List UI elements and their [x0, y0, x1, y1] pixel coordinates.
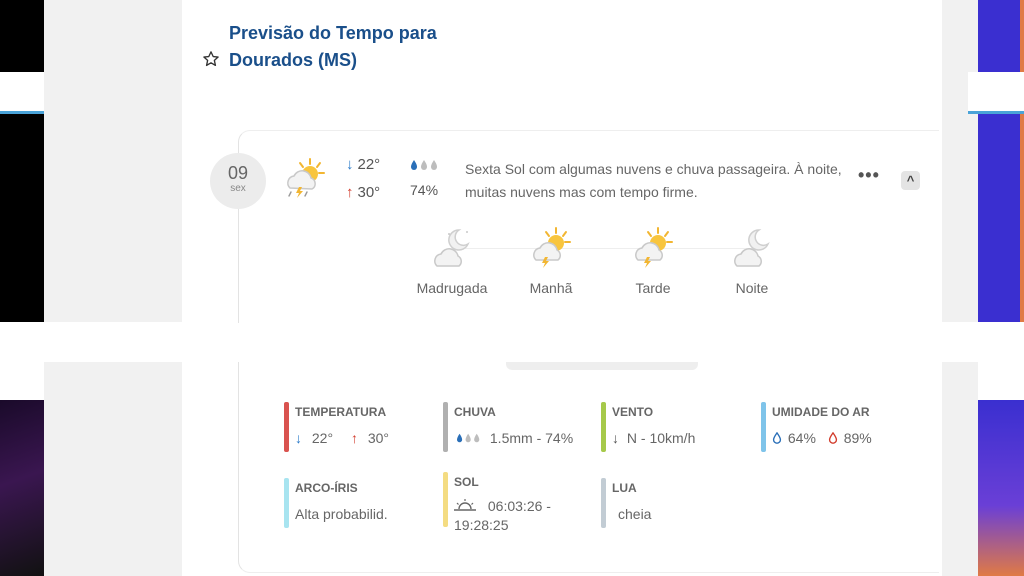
background-strip	[0, 0, 44, 72]
period-label: Tarde	[635, 280, 671, 296]
day-timeline	[238, 362, 939, 573]
arrow-up-icon: ↑	[346, 184, 354, 201]
forecast-card	[182, 0, 942, 322]
more-options-button[interactable]: •••	[858, 165, 880, 185]
arrow-down-icon: ↓	[346, 156, 354, 173]
moon-cloud-icon	[434, 229, 470, 267]
metric-label: ARCO-ÍRIS	[295, 481, 358, 495]
favorite-star-icon[interactable]	[202, 50, 220, 68]
humidity-drop-icon	[828, 431, 837, 444]
scroll-handle[interactable]	[506, 362, 698, 370]
metric-label: LUA	[612, 481, 637, 495]
collapse-button[interactable]: ^	[901, 171, 920, 190]
metric-color-bar	[443, 472, 448, 527]
rain-probability: 74%	[410, 182, 439, 198]
metric-rain-value: 1.5mm - 74%	[489, 430, 574, 446]
temperature-min: ↓ 22°	[346, 156, 380, 173]
metric-temp-min: 22°	[311, 430, 334, 446]
metric-temp-max: 30°	[367, 430, 390, 446]
metric-value: ↓ N - 10km/h	[612, 430, 695, 446]
metric-value: Alta probabilid.	[295, 506, 388, 522]
date-number: 09	[227, 163, 249, 183]
metric-label: UMIDADE DO AR	[772, 405, 870, 419]
period-label: Noite	[735, 280, 769, 296]
rain-drops-icon	[457, 433, 480, 443]
metric-value: ↓ 22° ↑ 30°	[295, 430, 389, 446]
period-tarde: Tarde	[603, 226, 703, 296]
background-strip	[0, 400, 44, 576]
page-margin	[942, 0, 978, 322]
title-line-1: Previsão do Tempo para	[229, 23, 437, 43]
chevron-up-icon: ^	[906, 173, 915, 188]
wind-direction-icon: ↓	[612, 430, 619, 446]
metric-color-bar	[443, 402, 448, 452]
day-timeline	[238, 130, 939, 323]
metric-label: CHUVA	[454, 405, 496, 419]
metric-label: SOL	[454, 475, 479, 489]
period-divider	[465, 248, 765, 249]
metric-sunset-value: 19:28:25	[454, 517, 509, 533]
metric-wind-value: N - 10km/h	[626, 430, 696, 446]
metric-value: 64% 89%	[772, 430, 872, 446]
metric-label: VENTO	[612, 405, 654, 419]
period-label: Madrugada	[416, 280, 488, 296]
date-weekday: sex	[230, 183, 246, 194]
metric-humidity-min: 64%	[787, 430, 816, 446]
background-strip	[978, 0, 1024, 72]
forecast-details-card	[182, 362, 942, 576]
period-noite: Noite	[702, 226, 802, 296]
humidity-drop-icon	[772, 431, 782, 444]
background-strip	[0, 72, 44, 114]
period-madrugada: Madrugada	[402, 226, 502, 296]
temperature-max-value: 30°	[357, 184, 381, 201]
background-strip	[968, 72, 1024, 114]
metric-humidity-max: 89%	[843, 430, 872, 446]
arrow-down-icon: ↓	[295, 430, 302, 446]
temperature-min-value: 22°	[357, 156, 381, 173]
background-strip	[978, 114, 1024, 322]
sun-cloud-storm-icon	[287, 158, 325, 198]
page-title: Previsão do Tempo para Dourados (MS)	[229, 20, 489, 74]
page-margin	[44, 362, 182, 576]
page-margin	[942, 362, 978, 576]
arrow-up-icon: ↑	[350, 430, 358, 446]
sunrise-icon	[454, 499, 476, 511]
period-label: Manhã	[529, 280, 573, 296]
metric-value: 06:03:26 -	[454, 498, 551, 514]
rain-drops-icon	[411, 160, 437, 170]
date-badge: 09 sex	[210, 153, 266, 209]
metric-color-bar	[284, 402, 289, 452]
sun-cloud-storm-icon	[635, 227, 673, 268]
forecast-description: Sexta Sol com algumas nuvens e chuva pas…	[465, 161, 842, 200]
metric-color-bar	[601, 478, 606, 528]
period-manha: Manhã	[501, 226, 601, 296]
background-strip	[978, 400, 1024, 576]
metric-color-bar	[284, 478, 289, 528]
metric-color-bar	[601, 402, 606, 452]
moon-cloud-icon	[734, 229, 770, 267]
temperature-max: ↑ 30°	[346, 184, 380, 201]
title-line-2: Dourados (MS)	[229, 50, 357, 70]
metric-sunrise-value: 06:03:26 -	[487, 498, 551, 514]
page-margin	[44, 0, 182, 322]
background-strip	[0, 114, 44, 322]
sun-cloud-storm-icon	[533, 227, 571, 268]
metric-label: TEMPERATURA	[295, 405, 387, 419]
metric-color-bar	[761, 402, 766, 452]
metric-value: 1.5mm - 74%	[454, 430, 573, 446]
metric-value: cheia	[618, 506, 652, 522]
